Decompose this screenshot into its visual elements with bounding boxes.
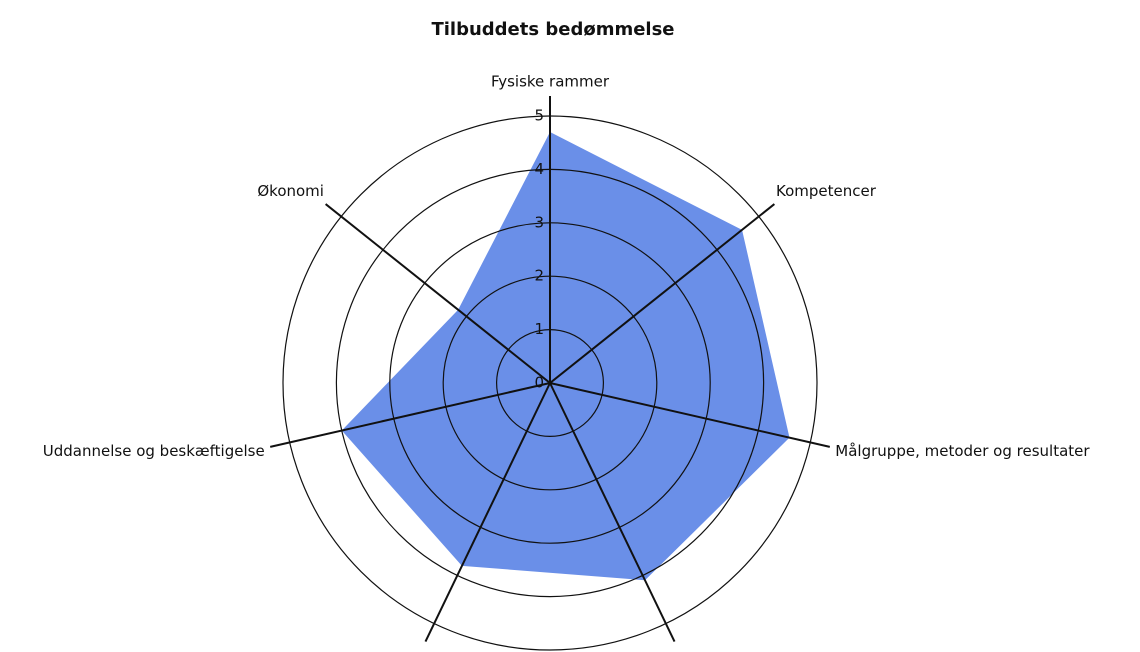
radar-area bbox=[341, 132, 790, 581]
category-label: Målgruppe, metoder og resultater bbox=[835, 442, 1090, 460]
axis-spoke bbox=[424, 382, 551, 643]
axis-spoke bbox=[549, 382, 676, 643]
category-label: Selvstændighed og relationer bbox=[209, 650, 432, 652]
axis-spoke bbox=[324, 203, 551, 384]
category-label: Uddannelse og beskæftigelse bbox=[43, 442, 265, 460]
r-tick-label: 4 bbox=[534, 160, 544, 178]
category-label: Organisation og ledelse bbox=[669, 650, 846, 652]
axis-spoke bbox=[269, 382, 551, 448]
r-tick-label: 1 bbox=[534, 320, 544, 338]
category-label: Kompetencer bbox=[776, 182, 877, 200]
r-tick-label: 2 bbox=[534, 267, 544, 285]
axis-spoke bbox=[549, 382, 831, 448]
r-tick-label: 3 bbox=[534, 213, 544, 231]
r-tick-label: 5 bbox=[534, 107, 544, 125]
axis-spoke bbox=[549, 203, 776, 384]
r-tick-label: 0 bbox=[534, 374, 544, 392]
category-label: Fysiske rammer bbox=[491, 73, 610, 91]
chart-title: Tilbuddets bedømmelse bbox=[431, 19, 674, 40]
category-label: Økonomi bbox=[257, 182, 324, 200]
